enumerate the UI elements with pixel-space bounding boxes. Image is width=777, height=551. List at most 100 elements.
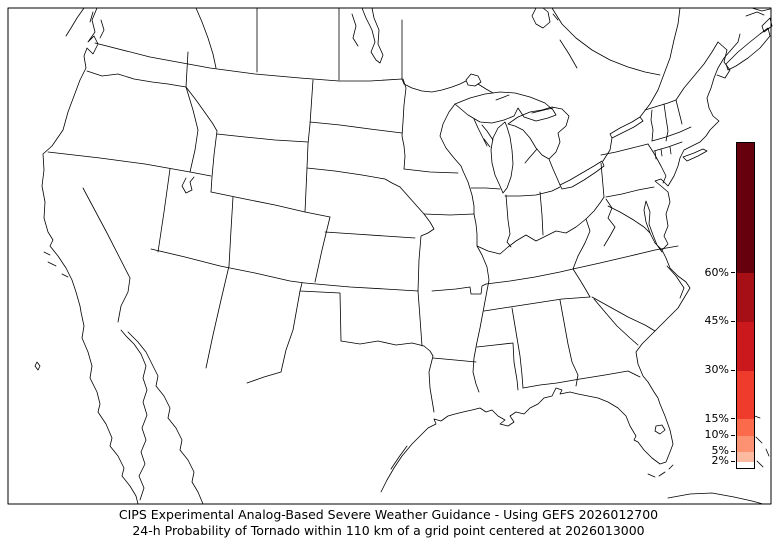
manitoulin-island <box>531 107 554 114</box>
channel-islands <box>34 251 69 371</box>
wa-or-border <box>86 70 187 88</box>
ma-south-border <box>653 141 683 152</box>
coastlines <box>34 7 770 505</box>
co-ks-border <box>314 216 331 283</box>
mt-wy-border <box>216 133 309 143</box>
chesapeake-bay <box>643 200 663 253</box>
minnesota-north-border <box>477 83 494 94</box>
ca-nv-border <box>82 187 131 279</box>
lake-nipigon <box>531 7 559 29</box>
bc-ab-border <box>195 7 217 69</box>
wi-mi-border <box>473 118 488 147</box>
maine-nb-border <box>716 41 731 79</box>
great-salt-lake <box>181 176 195 194</box>
colorbar-tick <box>731 460 735 462</box>
mason-dixon <box>605 186 655 198</box>
canada-river <box>559 39 578 69</box>
long-island <box>682 148 708 162</box>
ma-north-border <box>651 126 692 142</box>
ny-pa-border <box>600 143 649 156</box>
prince-edward-island <box>745 7 771 17</box>
green-bay <box>481 124 494 148</box>
mo-west-border <box>399 186 435 292</box>
border-45n-ne <box>644 99 677 111</box>
nc-sc-border <box>591 296 656 332</box>
colorbar-tick <box>731 434 735 436</box>
nm-tx-border <box>246 290 301 384</box>
line-104w <box>304 79 314 213</box>
map-frame <box>7 7 772 505</box>
caption-line-2: 24-h Probability of Tornado within 110 k… <box>132 523 645 538</box>
lake-ontario <box>609 116 644 139</box>
mn-wi-border <box>439 103 464 172</box>
st-lawrence-river <box>639 7 681 118</box>
ca-az-border <box>117 277 131 323</box>
wv-va-border <box>603 198 616 247</box>
sd-ne-border <box>306 167 401 188</box>
la-ms-border <box>476 342 519 391</box>
red-river-north <box>401 78 407 170</box>
lake-superior <box>454 91 557 124</box>
va-nc-border <box>572 245 679 270</box>
nova-scotia <box>725 27 771 71</box>
florida-keys <box>647 464 674 478</box>
saginaw-bay <box>524 148 538 164</box>
huron-erie-channel <box>548 158 561 186</box>
red-river-tx-ok <box>340 340 434 357</box>
colorbar-tick-label: 5% <box>711 444 729 458</box>
ms-al-border <box>511 307 524 389</box>
delaware-river <box>647 143 667 184</box>
cape-breton <box>761 17 773 33</box>
fl-north-border <box>522 370 641 389</box>
mississippi-river <box>462 170 490 393</box>
gulf-atlantic-coast <box>380 33 741 493</box>
lake-okeechobee <box>654 424 666 435</box>
colorbar-segment <box>737 419 754 436</box>
ut-co-border <box>228 196 234 267</box>
colorbar <box>736 142 755 469</box>
ne-ks-border <box>324 231 416 239</box>
mo-ar-border <box>431 283 487 295</box>
colorbar-tick-label: 10% <box>704 428 729 441</box>
colorbar-tick <box>731 272 735 273</box>
line-41n <box>210 191 331 218</box>
nv-ut-border <box>157 168 171 253</box>
outer-banks-sounds <box>666 265 685 299</box>
nd-sd-border <box>309 121 403 134</box>
colorbar-segment <box>737 370 754 420</box>
colorbar-segment <box>737 461 754 468</box>
lake-michigan <box>490 121 514 194</box>
al-ga-border <box>559 299 579 387</box>
vancouver-island <box>65 7 105 39</box>
canada-features <box>94 7 773 118</box>
ri-ct-borders <box>654 146 672 160</box>
baja-east-coast <box>120 329 148 501</box>
maine-quebec-border <box>675 41 719 101</box>
ottawa-river <box>551 7 661 76</box>
in-oh-border <box>539 191 544 236</box>
ar-la-border <box>432 357 477 363</box>
ky-tn-border <box>485 268 574 285</box>
colorbar-segment <box>737 321 754 371</box>
line-37n <box>150 248 419 292</box>
colorbar-segment <box>737 273 754 322</box>
caption: CIPS Experimental Analog-Based Severe We… <box>0 507 777 539</box>
colorbar-segment <box>737 143 754 273</box>
lake-champlain <box>650 109 654 142</box>
lake-winnipeg <box>351 7 384 64</box>
in-mi-oh-border <box>504 186 561 197</box>
il-in-border <box>505 194 512 248</box>
wa-id-border <box>185 51 189 88</box>
cuba-coast <box>667 492 764 505</box>
great-lakes <box>454 91 644 194</box>
or-id-border <box>185 86 199 173</box>
az-nm-border <box>205 265 230 369</box>
id-wy-border <box>210 130 218 193</box>
pacific-mexico-coast <box>41 7 139 505</box>
lake-of-the-woods <box>465 73 482 87</box>
sonora-coast <box>127 331 204 505</box>
ok-ar-border <box>417 290 423 347</box>
potomac-river <box>607 205 651 234</box>
